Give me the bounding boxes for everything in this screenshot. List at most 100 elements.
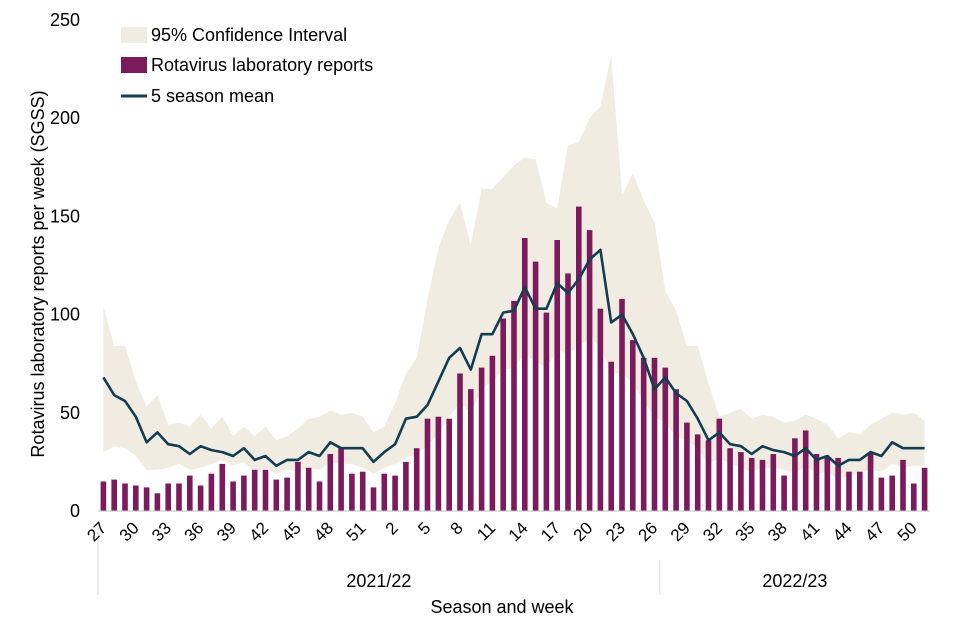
bar-37: [500, 318, 506, 511]
x-tick-label-25: 50: [894, 518, 921, 545]
mean-line: [102, 248, 925, 468]
mean-line-layer: [102, 248, 925, 468]
bar-69: [846, 471, 852, 511]
x-tick-label-1: 30: [116, 518, 143, 545]
bar-70: [857, 471, 863, 511]
bar-73: [889, 475, 895, 511]
bar-26: [381, 473, 388, 511]
legend-label-2: 5 season mean: [151, 86, 274, 106]
x-tick-label-3: 36: [181, 518, 208, 545]
bar-41: [543, 312, 550, 511]
bar-56: [705, 440, 712, 511]
x-tick-label-15: 20: [570, 518, 597, 545]
bar-66: [813, 454, 820, 511]
x-tick-label-12: 11: [473, 518, 499, 544]
legend-swatch-band: [121, 27, 147, 43]
bar-46: [597, 308, 604, 511]
y-tick-label-2: 100: [50, 305, 80, 325]
x-tick-label-6: 45: [278, 518, 305, 545]
bar-27: [392, 475, 398, 511]
bar-34: [468, 389, 474, 511]
bar-48: [619, 298, 625, 511]
x-tick-label-9: 2: [382, 518, 402, 538]
bar-62: [770, 454, 777, 511]
bar-50: [640, 357, 647, 511]
bar-75: [911, 483, 917, 511]
bar-12: [230, 481, 236, 511]
x-axis-title: Season and week: [430, 597, 574, 617]
x-tick-label-23: 44: [829, 518, 856, 545]
bar-9: [197, 485, 204, 511]
bar-60: [748, 458, 755, 511]
y-tick-label-0: 0: [70, 501, 80, 521]
bar-51: [651, 357, 658, 511]
bar-19: [305, 467, 312, 511]
x-tick-label-22: 41: [797, 518, 824, 545]
legend-swatch-bar: [121, 57, 147, 73]
bar-7: [176, 483, 182, 511]
x-tick-label-13: 14: [505, 518, 532, 545]
confidence-interval-band: [103, 55, 925, 480]
bar-10: [208, 473, 215, 511]
bar-30: [424, 418, 431, 511]
bar-40: [532, 261, 539, 511]
bar-32: [446, 418, 452, 511]
y-axis-title: Rotavirus laboratory reports per week (S…: [28, 90, 48, 457]
y-tick-label-3: 150: [50, 206, 80, 226]
bar-74: [900, 459, 906, 511]
bar-39: [522, 238, 528, 511]
bar-59: [738, 452, 744, 511]
bar-68: [835, 458, 841, 511]
bar-54: [684, 422, 690, 511]
bar-71: [867, 454, 874, 511]
legend: 95% Confidence Interval Rotavirus laborat…: [121, 25, 373, 106]
x-tick-label-0: 27: [83, 518, 110, 545]
bar-17: [284, 477, 290, 511]
bar-18: [295, 461, 301, 511]
bar-49: [630, 340, 636, 511]
bar-3: [133, 485, 139, 511]
bar-47: [608, 361, 614, 511]
bar-25: [370, 487, 377, 511]
bar-20: [316, 481, 323, 511]
bar-5: [154, 493, 161, 511]
x-tick-label-24: 47: [861, 518, 888, 545]
bar-64: [792, 438, 798, 511]
y-tick-label-5: 250: [50, 10, 80, 30]
bar-16: [273, 479, 280, 511]
bar-13: [241, 475, 247, 511]
bar-1: [111, 479, 117, 511]
x-tick-label-7: 48: [310, 518, 337, 545]
bar-8: [187, 475, 193, 511]
y-tick-label-4: 200: [50, 108, 80, 128]
bar-31: [435, 416, 442, 511]
bar-29: [413, 448, 420, 511]
bar-53: [673, 389, 679, 511]
bar-2: [122, 483, 128, 511]
bar-67: [824, 458, 831, 511]
x-tick-label-21: 38: [764, 518, 791, 545]
bar-14: [251, 469, 258, 511]
bar-36: [489, 355, 496, 511]
bar-24: [359, 471, 366, 511]
x-tick-label-19: 32: [699, 518, 726, 545]
x-tick-label-14: 17: [537, 518, 564, 545]
x-tick-label-5: 42: [246, 518, 273, 545]
bar-33: [457, 373, 463, 511]
x-tick-label-4: 39: [213, 518, 240, 545]
confidence-interval-layer: [103, 55, 925, 480]
bar-23: [349, 473, 355, 511]
bar-15: [262, 469, 269, 511]
y-tick-label-1: 50: [60, 403, 80, 423]
x-tick-label-18: 29: [667, 518, 694, 545]
x-tick-label-8: 51: [343, 518, 370, 545]
bar-4: [143, 487, 150, 511]
bar-22: [338, 448, 344, 511]
bar-6: [165, 483, 171, 511]
x-tick-label-2: 33: [148, 518, 175, 545]
bar-63: [781, 475, 787, 511]
bar-42: [554, 240, 560, 511]
bar-72: [878, 477, 885, 511]
legend-label-0: 95% Confidence Interval: [151, 25, 347, 45]
